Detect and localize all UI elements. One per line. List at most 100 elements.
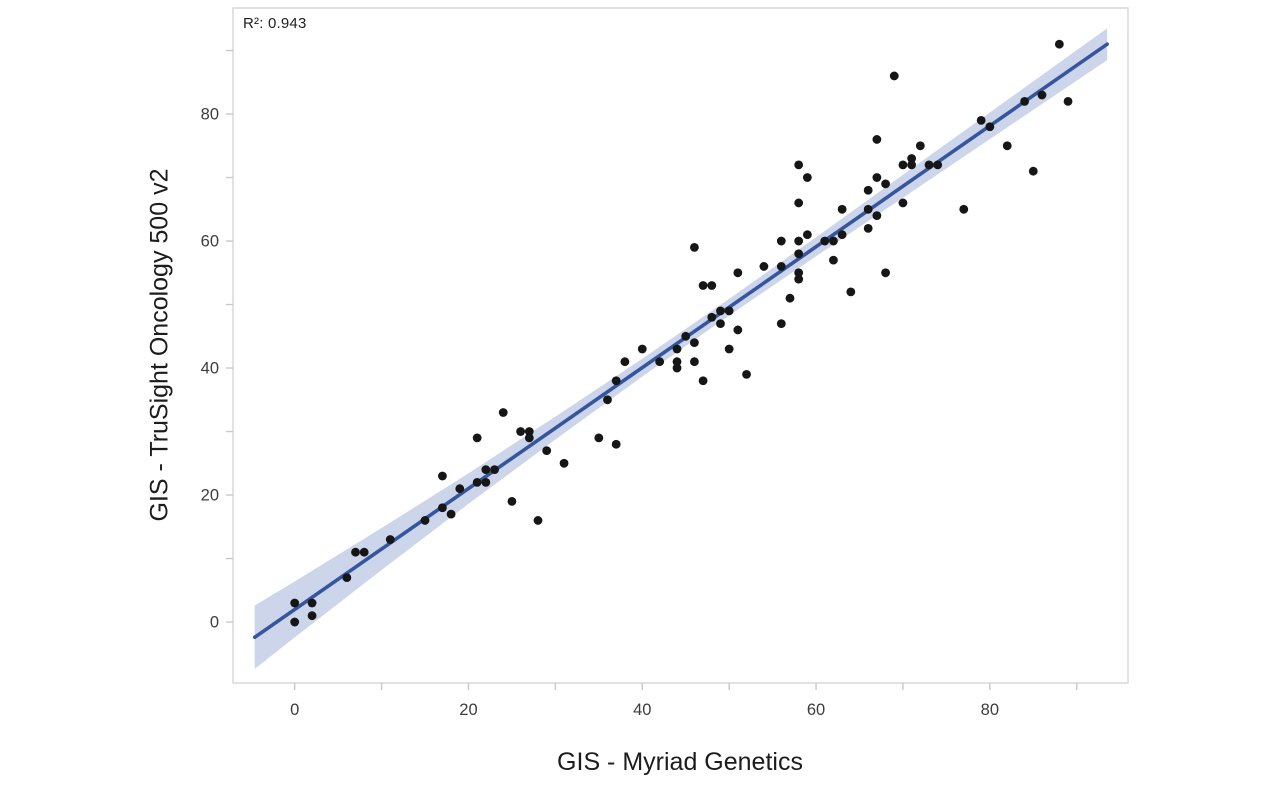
data-point [837,230,847,240]
data-point [637,344,647,354]
data-point [785,293,795,303]
data-point [603,395,612,405]
data-point [802,173,812,182]
data-point [794,268,804,278]
data-point [794,249,804,259]
x-tick-label: 0 [290,701,299,719]
data-point [863,223,873,233]
data-point [1037,90,1047,100]
data-point [829,255,838,265]
r-squared-annotation: R²: 0.943 [243,15,307,32]
data-point [707,312,717,322]
data-point [794,160,804,170]
data-point [1020,96,1029,106]
data-point [690,357,699,367]
data-point [438,471,447,481]
x-tick-label: 20 [459,701,477,719]
data-point [698,281,708,290]
data-point [498,408,508,417]
x-tick-label: 60 [807,701,825,719]
data-point [342,573,352,582]
data-point [307,598,317,608]
data-point [611,376,621,386]
y-tick-label: 60 [201,233,219,251]
data-point [724,306,734,316]
data-point [438,503,447,513]
data-point [1028,166,1038,176]
data-point [611,439,621,449]
data-point [472,477,482,487]
data-point [776,262,786,271]
data-point [290,598,300,608]
data-point [820,236,830,246]
data-point [898,198,908,208]
data-point [533,516,543,525]
data-point [1054,39,1064,49]
data-point [837,204,847,214]
y-axis-title: GIS - TruSight Oncology 500 v2 [145,168,174,522]
data-point [559,458,569,468]
data-point [594,433,604,443]
data-point [794,198,804,208]
x-tick-label: 40 [633,701,651,719]
data-point [681,331,691,341]
x-axis-title: GIS - Myriad Genetics [557,748,803,776]
data-point [846,287,856,297]
y-tick-label: 40 [201,360,219,378]
data-point [507,496,517,506]
data-point [420,516,430,525]
data-point [985,122,995,132]
regression-line [252,42,1109,640]
data-point [446,509,456,519]
data-point [1063,96,1073,106]
data-point [690,242,699,252]
y-tick-label: 0 [210,614,219,632]
data-point [542,446,552,455]
data-point [690,338,699,348]
data-point [524,427,534,436]
data-point [872,211,882,221]
data-point [672,344,682,354]
y-tick-label: 80 [201,106,219,124]
data-point [742,369,751,379]
data-point [776,319,786,328]
data-point [829,236,838,246]
data-point [872,173,882,182]
data-point [516,427,526,436]
data-point [672,363,682,373]
data-point [959,204,969,214]
data-point [351,547,360,557]
data-point [794,274,804,284]
data-point [881,268,890,278]
data-point [863,204,873,214]
data-point [672,357,682,367]
data-point [307,611,317,621]
data-point [655,357,665,367]
data-point [733,325,743,335]
data-point [907,154,917,163]
plot-border [232,7,1129,684]
data-point [933,160,943,170]
data-point [716,319,725,328]
data-point [455,484,465,494]
data-point [802,230,812,240]
data-point [385,535,395,544]
data-point [524,433,534,443]
data-point [724,344,734,354]
x-tick-label: 80 [981,701,999,719]
data-point [924,160,934,170]
data-point [481,477,491,487]
data-point [620,357,630,367]
data-point [863,185,873,195]
data-point [707,281,717,290]
data-point [976,115,986,125]
data-point [776,236,786,246]
data-point [889,71,899,81]
data-point [472,433,482,443]
data-point [290,617,300,627]
data-point [915,141,925,151]
data-point [359,547,369,557]
data-point [733,268,743,278]
data-point [872,135,882,144]
